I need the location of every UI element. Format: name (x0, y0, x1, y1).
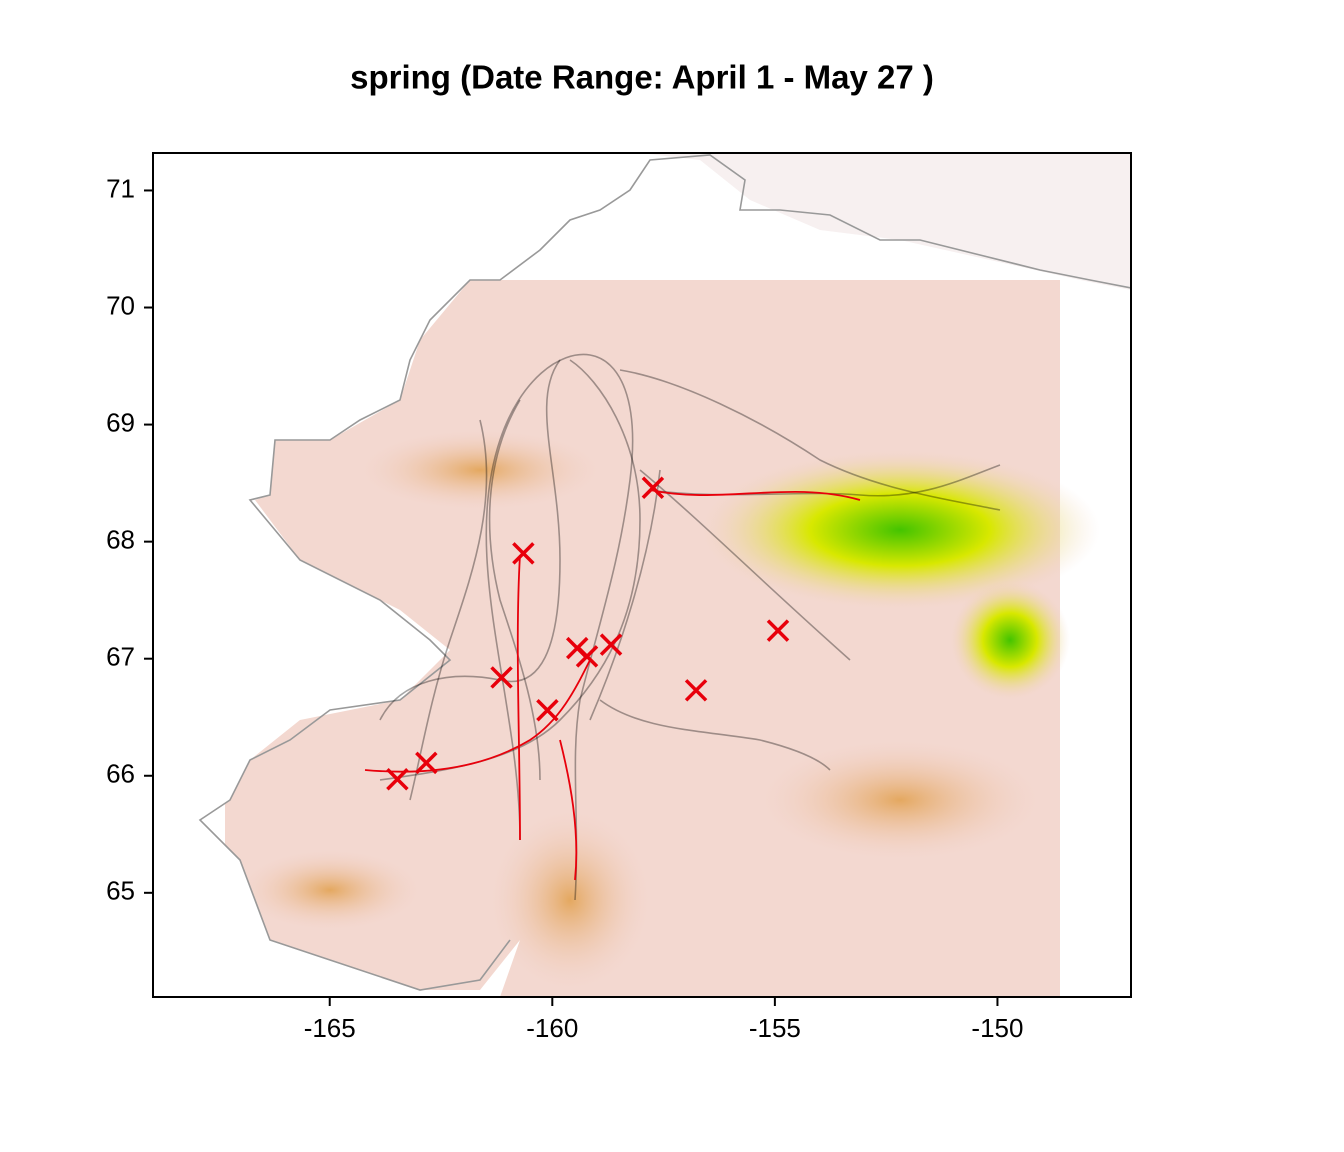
y-tick-label: 68 (106, 525, 135, 555)
location-marker (766, 619, 790, 642)
terrain (153, 153, 1131, 997)
animal-tracks (364, 353, 1001, 901)
location-marker (490, 666, 513, 689)
location-marker (512, 542, 535, 565)
y-tick-label: 67 (106, 642, 135, 672)
y-tick-label: 69 (106, 407, 135, 437)
location-marker (684, 679, 708, 702)
location-marker (536, 698, 559, 722)
y-tick-label: 65 (106, 876, 135, 906)
location-marker (415, 751, 438, 775)
x-tick-label: -155 (749, 1013, 801, 1043)
x-tick-label: -165 (304, 1013, 356, 1043)
y-tick-label: 71 (106, 173, 135, 203)
y-tick-label: 70 (106, 290, 135, 320)
plot-frame (152, 152, 1132, 998)
x-tick-label: -160 (526, 1013, 578, 1043)
location-marker (575, 645, 599, 668)
y-tick-label: 66 (106, 759, 135, 789)
location-marker (386, 768, 409, 791)
x-tick-label: -150 (971, 1013, 1023, 1043)
location-marker (641, 476, 665, 500)
location-marker (599, 633, 623, 656)
chart-title: spring (Date Range: April 1 - May 27 ) (350, 59, 934, 96)
